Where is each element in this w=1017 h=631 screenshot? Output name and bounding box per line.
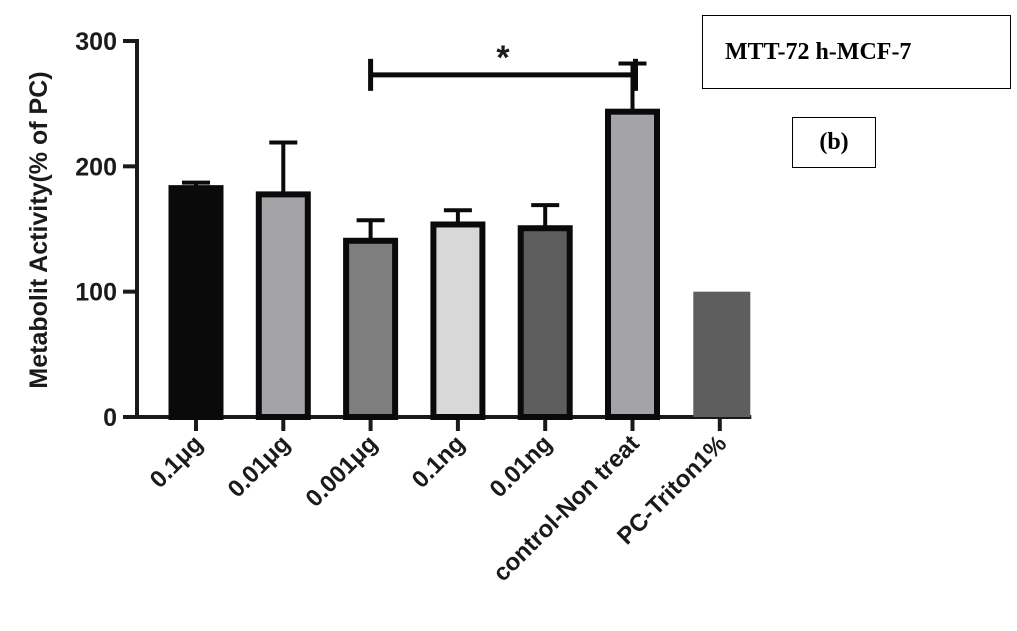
y-tick-label: 0 [103,404,117,432]
bar [255,191,311,420]
x-tick-labels: 0.1μg 0.01μg 0.001μg 0.1ng 0.01ngcontrol-Non… [145,430,732,587]
bar [517,225,573,420]
bar [693,291,751,417]
chart-title-box: MTT-72 h-MCF-7 [702,15,1011,89]
y-tick-label: 200 [75,153,117,181]
y-axis-label: Metabolit Activity(% of PC) [25,71,53,388]
x-tick-label: 0.1μg [145,430,208,493]
x-tick-label: 0.01μg [223,430,296,503]
significance-bracket: * [368,39,638,91]
panel-label-box: (b) [792,117,876,168]
y-ticks: 0 100 200 300 [75,28,137,432]
panel-label: (b) [819,129,849,155]
y-tick-label: 300 [75,28,117,56]
bars [168,108,751,421]
significance-star: * [496,39,510,77]
x-tick-label: 0.01ng [485,430,558,503]
error-bars [182,61,647,239]
y-tick-label: 100 [75,279,117,307]
x-tick-label: control-Non treat [488,430,645,587]
bar [605,108,660,421]
x-tick-label: 0.001μg [301,430,383,512]
x-tick-label: 0.1ng [407,430,470,493]
chart-title: MTT-72 h-MCF-7 [725,38,912,65]
bar [343,237,399,420]
bar [168,185,224,420]
bar [430,221,486,420]
